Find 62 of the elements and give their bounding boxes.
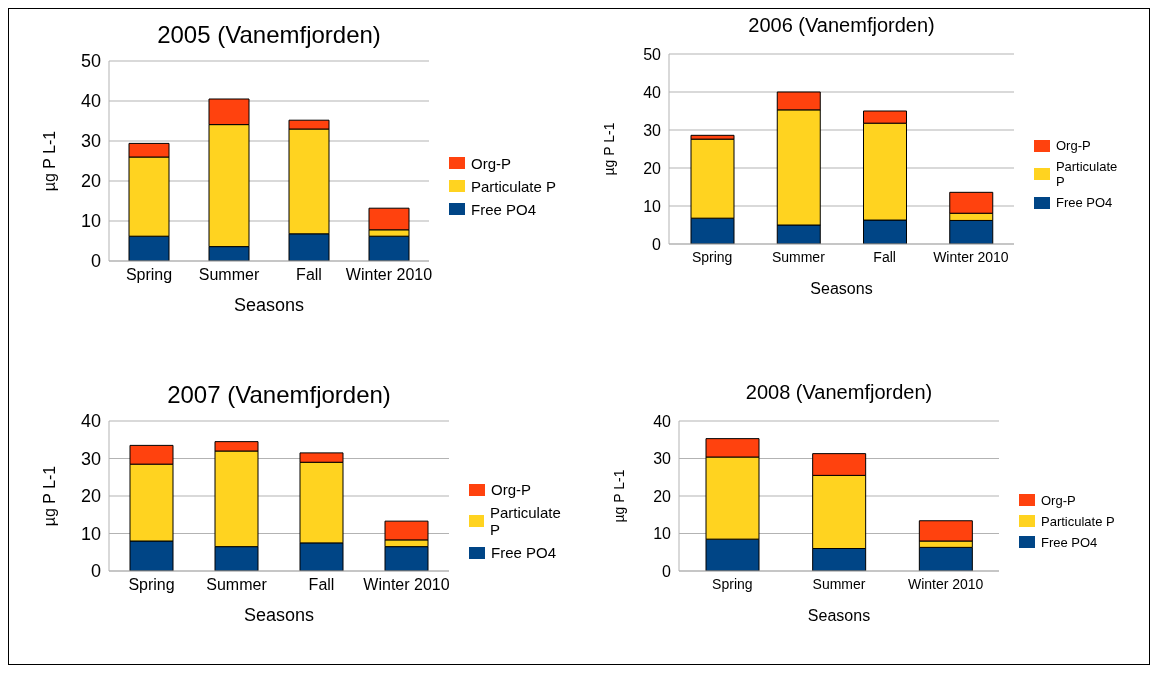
- legend-label: Particulate P: [471, 177, 557, 195]
- x-tick-label: Summer: [198, 266, 260, 284]
- legend-label: Org-P: [1041, 492, 1076, 508]
- x-tick-label: Winter 2010: [933, 248, 1009, 265]
- x-tick-label: Spring: [128, 576, 175, 594]
- y-tick-label: 20: [643, 159, 662, 177]
- y-tick-label: 10: [80, 523, 101, 544]
- y-tick-label: 0: [90, 251, 101, 272]
- x-tick-label: Spring: [712, 575, 753, 592]
- legend-label: Particulate P: [489, 504, 562, 538]
- chart-title: 2008 (Vanemfjorden): [744, 381, 934, 404]
- x-tick-label: Winter 2010: [363, 576, 450, 594]
- x-tick-label: Summer: [812, 575, 866, 592]
- x-tick-label: Spring: [125, 266, 173, 284]
- y-tick-label: 20: [80, 486, 101, 507]
- chart-title: 2006 (Vanemfjorden): [747, 14, 936, 37]
- legend-label: Org-P: [471, 154, 512, 172]
- legend-label: Free PO4: [491, 544, 557, 561]
- x-tick-label: Winter 2010: [907, 575, 984, 592]
- legend-label: Particulate P: [1041, 513, 1115, 529]
- legend-label: Org-P: [491, 481, 532, 498]
- y-tick-label: 20: [653, 487, 672, 505]
- legend-label: Free PO4: [1041, 534, 1098, 550]
- y-tick-label: 30: [643, 121, 662, 139]
- legend-label: Free PO4: [1056, 195, 1113, 210]
- legend-label: Org-P: [1056, 138, 1091, 153]
- y-tick-label: 50: [80, 51, 101, 72]
- x-tick-label: Spring: [691, 248, 733, 265]
- x-tick-label: Fall: [296, 266, 322, 284]
- bar: [918, 546, 973, 571]
- x-tick-label: Summer: [206, 576, 268, 594]
- y-tick-label: 40: [80, 91, 101, 112]
- y-tick-label: 0: [652, 235, 662, 253]
- y-tick-label: 30: [653, 450, 672, 468]
- y-axis-title: µg P L-1: [40, 130, 58, 192]
- x-axis-title: Seasons: [810, 280, 873, 297]
- y-tick-label: 20: [80, 171, 101, 192]
- x-tick-label: Fall: [873, 248, 896, 265]
- y-tick-label: 40: [643, 83, 662, 101]
- y-tick-label: 30: [80, 448, 101, 469]
- y-tick-label: 0: [90, 561, 101, 582]
- x-axis-title: Seasons: [243, 605, 315, 625]
- legend-label: Free PO4: [471, 200, 537, 218]
- x-tick-label: Fall: [308, 576, 335, 594]
- x-axis-title: Seasons: [807, 607, 871, 624]
- x-tick-label: Winter 2010: [345, 266, 433, 284]
- y-tick-label: 40: [653, 412, 672, 430]
- y-tick-label: 50: [643, 45, 662, 63]
- x-axis-title: Seasons: [233, 295, 305, 315]
- y-tick-label: 10: [653, 525, 672, 543]
- chart-title: 2007 (Vanemfjorden): [166, 381, 392, 409]
- y-tick-label: 10: [80, 211, 101, 232]
- y-axis-title: µg P L-1: [610, 469, 627, 523]
- y-tick-label: 10: [643, 197, 662, 215]
- y-axis-title: µg P L-1: [40, 465, 58, 527]
- legend-label: Particulate P: [1055, 159, 1119, 189]
- y-tick-label: 40: [80, 411, 101, 432]
- chart-title: 2005 (Vanemfjorden): [156, 21, 382, 49]
- y-axis-title: µg P L-1: [600, 122, 617, 176]
- y-tick-label: 0: [662, 562, 672, 580]
- x-tick-label: Summer: [771, 248, 826, 265]
- y-tick-label: 30: [80, 131, 101, 152]
